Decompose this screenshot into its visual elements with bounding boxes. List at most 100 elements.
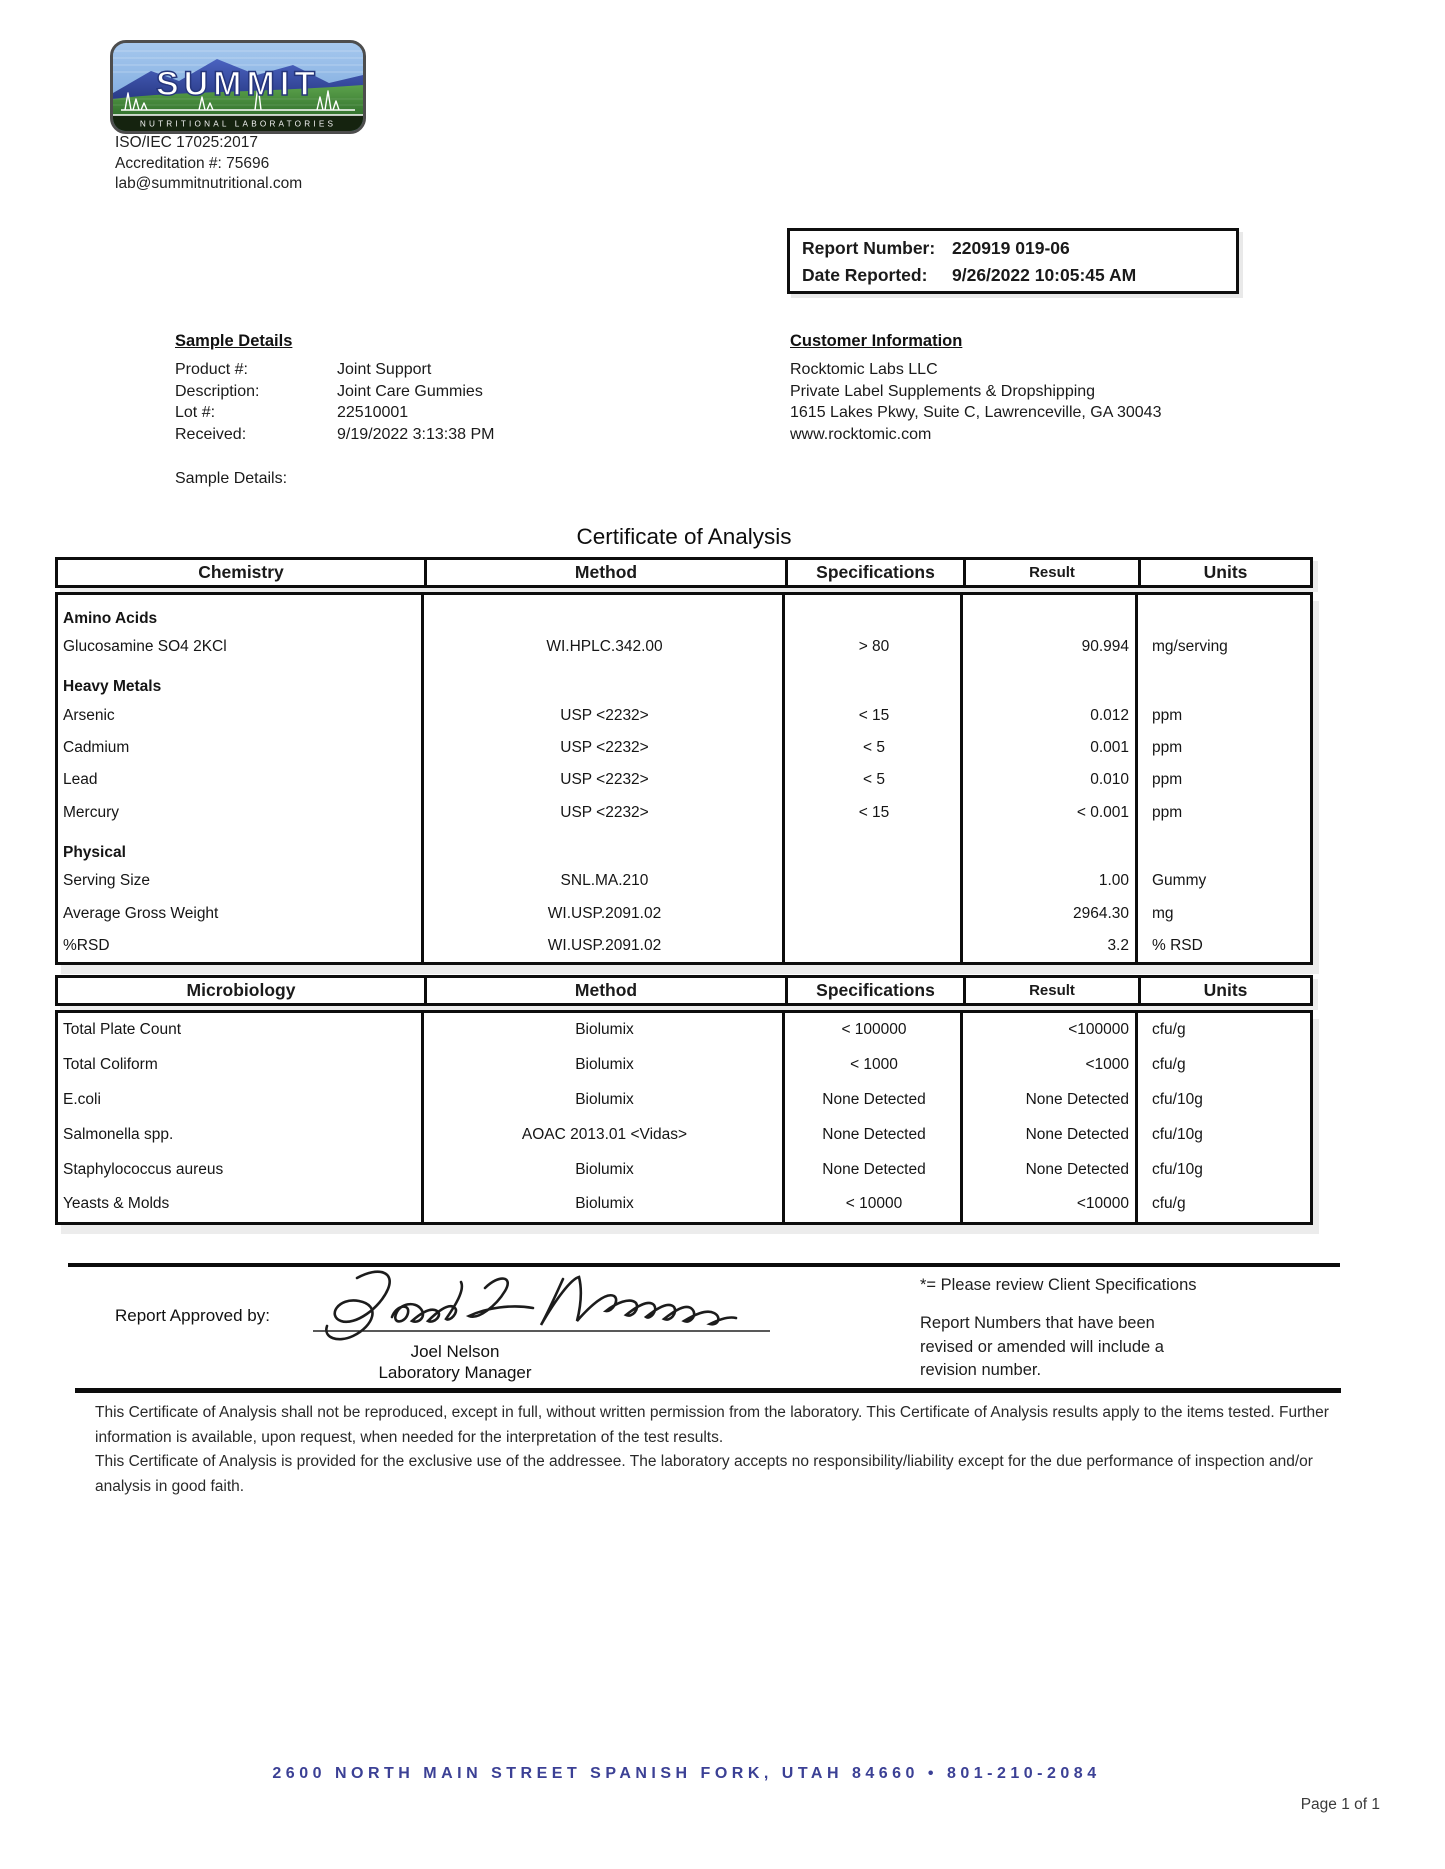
microbiology-table-header: Microbiology Method Specifications Result Un…: [55, 975, 1313, 1006]
cell-units: cfu/g: [1152, 1056, 1186, 1074]
detail-label: Description:: [175, 382, 260, 400]
column-header-specifications: Specifications: [785, 978, 963, 1003]
table-row: E.coli Biolumix None Detected None Detected…: [58, 1083, 1310, 1118]
table-row: Cadmium USP <2232> < 5 0.001 ppm: [58, 732, 1310, 764]
cell-spec: None Detected: [822, 1125, 926, 1143]
customer-line: Private Label Supplements & Dropshipping: [790, 382, 1096, 400]
cell-method: Biolumix: [575, 1090, 634, 1108]
logo-band: [113, 115, 363, 131]
customer-information-lines: Rocktomic Labs LLC Private Label Suppleme…: [790, 359, 1161, 445]
cell-method: USP <2232>: [560, 738, 649, 756]
detail-value: 22510001: [337, 404, 409, 421]
cell-method: Biolumix: [575, 1195, 634, 1213]
table-section-row: Amino Acids: [58, 595, 1310, 631]
signer-title: Laboratory Manager: [378, 1363, 532, 1382]
lab-address-footer: 2600 North Main Street Spanish Fork, Uta…: [272, 1765, 1101, 1782]
cell-units: cfu/g: [1152, 1021, 1186, 1039]
cell-result: 0.012: [1090, 706, 1129, 724]
cell-method: WI.USP.2091.02: [547, 904, 662, 922]
signer-name: Joel Nelson: [410, 1342, 500, 1361]
report-info-box: Report Number: 220919 019-06 Date Report…: [787, 228, 1239, 294]
client-spec-note: *= Please review Client Specifications: [920, 1276, 1197, 1294]
cell-result: 0.001: [1090, 738, 1129, 756]
customer-line: www.rocktomic.com: [790, 425, 932, 443]
cell-method: WI.HPLC.342.00: [546, 638, 663, 656]
accreditation-block: ISO/IEC 17025:2017 Accreditation #: 7569…: [115, 133, 302, 195]
cell-spec: [785, 897, 963, 929]
revision-note: Report Numbers that have been revised or…: [920, 1314, 1164, 1379]
cell-result: 2964.30: [1072, 904, 1129, 922]
cell-method: Biolumix: [575, 1160, 634, 1178]
cell-units: ppm: [1152, 738, 1183, 756]
cell-name: Glucosamine SO4 2KCl: [63, 638, 227, 656]
column-header-method: Method: [424, 978, 785, 1003]
cell-spec: < 15: [858, 803, 890, 821]
table-row: Yeasts & Molds Biolumix < 10000 <10000 cfu/g: [58, 1187, 1310, 1222]
cell-spec: < 5: [863, 771, 885, 789]
table-row: Lead USP <2232> < 5 0.010 ppm: [58, 764, 1310, 796]
cell-spec: < 1000: [850, 1056, 898, 1074]
lab-email: lab@summitnutritional.com: [115, 175, 303, 192]
column-header-method: Method: [424, 560, 785, 585]
customer-line: 1615 Lakes Pkwy, Suite C, Lawrenceville,…: [790, 404, 1162, 421]
chemistry-table-header: Chemistry Method Specifications Result Units: [55, 557, 1313, 588]
chromatogram-peaks-icon: [121, 84, 355, 111]
table-row: Arsenic USP <2232> < 15 0.012 ppm: [58, 699, 1310, 731]
detail-value: Joint Support: [337, 361, 432, 378]
table-row: Total Plate Count Biolumix < 100000 <100000…: [58, 1013, 1310, 1048]
cell-result: [963, 663, 1138, 699]
cell-name: E.coli: [63, 1090, 101, 1108]
table-row: Glucosamine SO4 2KCl WI.HPLC.342.00 > 80 90…: [58, 631, 1310, 663]
cell-units: ppm: [1152, 803, 1183, 821]
cell-method: USP <2232>: [560, 771, 649, 789]
cell-spec: [785, 663, 963, 699]
table-column-divider: [960, 1013, 963, 1222]
detail-label: Product #:: [175, 361, 248, 378]
cell-result: <100000: [1068, 1021, 1129, 1039]
cell-name: Mercury: [63, 803, 119, 821]
table-column-divider: [1135, 595, 1138, 963]
date-reported-value: 9/26/2022 10:05:45 AM: [952, 265, 1137, 285]
cell-result: [963, 595, 1138, 631]
report-number-value: 220919 019-06: [952, 238, 1070, 258]
cell-units: mg/serving: [1152, 638, 1228, 656]
cell-method: USP <2232>: [560, 706, 649, 724]
cell-method: USP <2232>: [560, 803, 649, 821]
cell-result: < 0.001: [1076, 803, 1129, 821]
cell-result: None Detected: [1025, 1125, 1129, 1143]
table-row: Total Coliform Biolumix < 1000 <1000 cfu/g: [58, 1048, 1310, 1083]
table-column-divider: [1135, 1013, 1138, 1222]
detail-value: 9/19/2022 3:13:38 PM: [337, 425, 495, 443]
signature-section-bottom-rule: [75, 1388, 1341, 1393]
cell-result: <1000: [1085, 1056, 1129, 1074]
cell-method: [424, 829, 785, 865]
table-row: %RSD WI.USP.2091.02 3.2 % RSD: [58, 930, 1310, 962]
table-column-divider: [782, 595, 785, 963]
column-header-units: Units: [1138, 560, 1310, 585]
disclaimer-paragraph-2: This Certificate of Analysis is provided…: [95, 1453, 1313, 1495]
cell-spec: < 5: [863, 738, 885, 756]
detail-row: Product #: Joint Support: [175, 359, 494, 381]
cell-name: Salmonella spp.: [63, 1125, 174, 1143]
cell-spec: < 15: [858, 706, 890, 724]
cell-units: % RSD: [1152, 936, 1203, 954]
table-column-divider: [782, 1013, 785, 1222]
logo-subtitle: NUTRITIONAL LABORATORIES: [140, 120, 336, 129]
table-row: Serving Size SNL.MA.210 1.00 Gummy: [58, 865, 1310, 897]
column-header-units: Units: [1138, 978, 1310, 1003]
cell-spec: < 10000: [845, 1195, 903, 1213]
sample-details-heading: Sample Details: [175, 332, 293, 350]
sample-details-extra-label: Sample Details:: [175, 470, 288, 487]
cell-units: cfu/10g: [1152, 1125, 1203, 1143]
cell-result: None Detected: [1025, 1160, 1129, 1178]
cell-spec: None Detected: [822, 1090, 926, 1108]
table-column-divider: [421, 1013, 424, 1222]
cell-name: Yeasts & Molds: [63, 1195, 170, 1213]
cell-name: Staphylococcus aureus: [63, 1160, 224, 1178]
signature-section-top-rule: [68, 1263, 1340, 1267]
cell-name: %RSD: [63, 936, 110, 954]
cell-units: cfu/10g: [1152, 1160, 1203, 1178]
column-header-result: Result: [963, 560, 1138, 585]
detail-row: Lot #: 22510001: [175, 402, 494, 424]
